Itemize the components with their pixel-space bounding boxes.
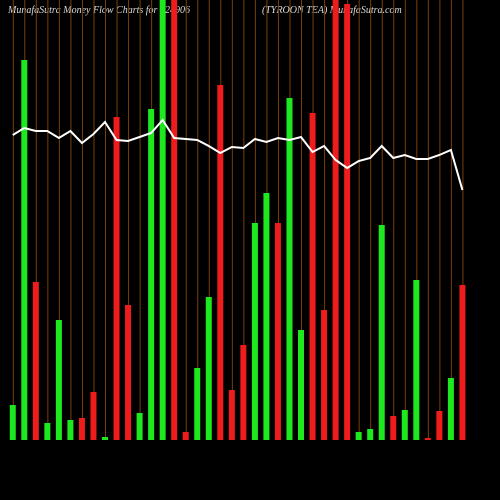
bar	[344, 4, 351, 440]
bar	[240, 345, 247, 440]
bar	[67, 420, 74, 440]
bar	[90, 392, 97, 440]
bar	[274, 223, 281, 440]
bar	[125, 305, 132, 440]
chart-title: MunafaSutra Money Flow Charts for 524906	[7, 5, 190, 16]
bar	[263, 193, 270, 440]
bar	[332, 0, 339, 440]
bar	[171, 0, 178, 440]
bar	[113, 117, 120, 440]
bar	[413, 280, 420, 440]
bar	[355, 432, 362, 440]
bar	[309, 113, 316, 440]
bar	[447, 378, 454, 440]
bar	[378, 225, 385, 440]
bar	[194, 368, 201, 440]
bar	[148, 109, 155, 440]
bar	[424, 438, 431, 440]
bar	[21, 60, 28, 440]
bar	[298, 330, 305, 440]
bar	[251, 223, 258, 440]
bar	[55, 320, 62, 440]
bar	[159, 0, 166, 440]
bar	[205, 297, 212, 440]
bar	[228, 390, 235, 440]
bar	[102, 437, 109, 440]
bar	[367, 429, 374, 440]
chart-subtitle: (TYROON TEA) MunafaSutra.com	[262, 5, 402, 16]
bar	[44, 423, 51, 440]
bar	[182, 432, 189, 440]
bar	[401, 410, 408, 440]
bar	[459, 285, 466, 440]
bar	[136, 413, 143, 440]
bar	[390, 416, 397, 440]
money-flow-line	[12, 118, 464, 191]
bar	[436, 411, 443, 440]
bar	[321, 310, 328, 440]
bar	[32, 282, 39, 440]
bar	[9, 405, 16, 440]
bar	[217, 85, 224, 440]
bar	[286, 98, 293, 440]
bar	[78, 418, 85, 440]
